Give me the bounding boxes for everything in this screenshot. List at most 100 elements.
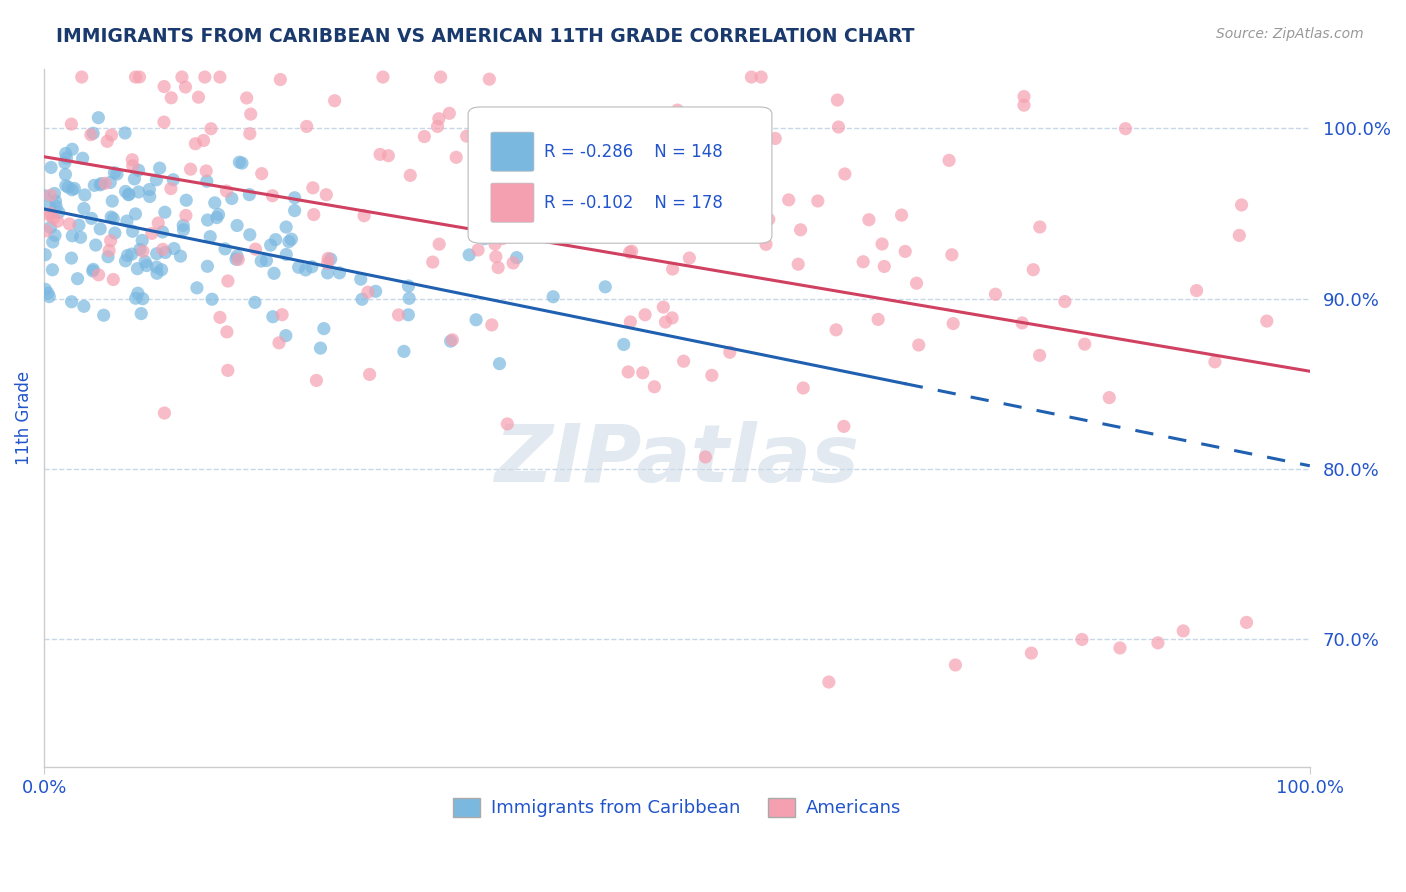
Point (456, 129, 478, 144)
Point (69, 230, 91, 244)
Point (125, 291, 148, 305)
Point (938, 153, 960, 168)
Point (39, 220, 62, 235)
Point (250, 167, 273, 181)
Point (231, 156, 253, 170)
Point (38, 208, 60, 222)
Point (89, 222, 111, 236)
Point (440, 334, 463, 348)
Point (328, 266, 350, 280)
Point (174, 193, 197, 207)
Point (41, 262, 63, 277)
Point (787, 257, 810, 271)
Point (60, 251, 83, 265)
Point (160, 181, 183, 195)
Point (55, 168, 77, 182)
Point (162, 172, 184, 186)
Point (163, 242, 186, 256)
Point (208, 70, 231, 84)
Point (749, 70, 772, 84)
Point (1114, 121, 1136, 136)
Point (169, 249, 191, 263)
Point (200, 229, 222, 244)
Point (264, 233, 287, 247)
Point (55, 178, 77, 193)
Point (174, 80, 197, 95)
Point (309, 341, 332, 355)
Point (55, 151, 77, 165)
Point (67, 218, 90, 232)
Point (96, 134, 118, 148)
Point (498, 211, 520, 225)
Point (48, 205, 70, 219)
Point (441, 333, 464, 347)
Point (1173, 624, 1195, 638)
Point (763, 131, 786, 145)
Point (89, 178, 111, 192)
Point (217, 363, 239, 377)
Point (488, 357, 510, 371)
Point (284, 191, 307, 205)
Point (1236, 615, 1258, 630)
Point (155, 245, 177, 260)
Point (174, 209, 197, 223)
Point (284, 203, 307, 218)
Point (274, 220, 297, 235)
Point (465, 313, 488, 327)
Point (755, 237, 778, 252)
Point (789, 223, 811, 237)
Point (550, 172, 572, 186)
Point (60, 183, 83, 197)
Point (396, 308, 419, 322)
Legend: Immigrants from Caribbean, Americans: Immigrants from Caribbean, Americans (446, 791, 908, 824)
Point (427, 237, 450, 252)
Point (250, 254, 273, 268)
Point (1098, 391, 1121, 405)
Point (398, 279, 420, 293)
Point (640, 171, 662, 186)
Point (256, 253, 278, 268)
Point (131, 292, 153, 306)
Point (103, 211, 125, 226)
Point (364, 285, 387, 299)
Point (98, 176, 121, 190)
Point (93, 308, 115, 322)
Point (80, 128, 103, 142)
Point (858, 212, 880, 227)
Point (267, 335, 290, 350)
Point (239, 227, 262, 242)
Point (368, 147, 391, 161)
Point (707, 148, 730, 162)
Point (1109, 640, 1132, 655)
Point (654, 315, 676, 329)
Point (620, 244, 643, 259)
Point (194, 70, 217, 84)
Point (467, 243, 489, 257)
Point (131, 234, 153, 248)
Point (1256, 314, 1278, 328)
Point (868, 312, 890, 326)
Point (661, 310, 683, 325)
Point (1073, 337, 1095, 351)
Point (83, 178, 105, 193)
Point (73, 188, 96, 202)
Point (444, 150, 467, 164)
Point (128, 70, 150, 84)
Point (117, 187, 139, 202)
Point (170, 70, 193, 84)
Point (617, 365, 640, 379)
Text: ZIPatlas: ZIPatlas (495, 421, 859, 499)
Point (200, 121, 222, 136)
Point (105, 167, 128, 181)
Point (226, 219, 249, 233)
Point (215, 184, 238, 198)
Point (226, 252, 249, 267)
Point (127, 286, 149, 301)
FancyBboxPatch shape (491, 183, 534, 222)
Point (357, 285, 380, 300)
Point (294, 263, 316, 277)
Point (34, 248, 56, 262)
Point (516, 227, 538, 241)
Point (228, 155, 250, 169)
Point (280, 232, 302, 246)
